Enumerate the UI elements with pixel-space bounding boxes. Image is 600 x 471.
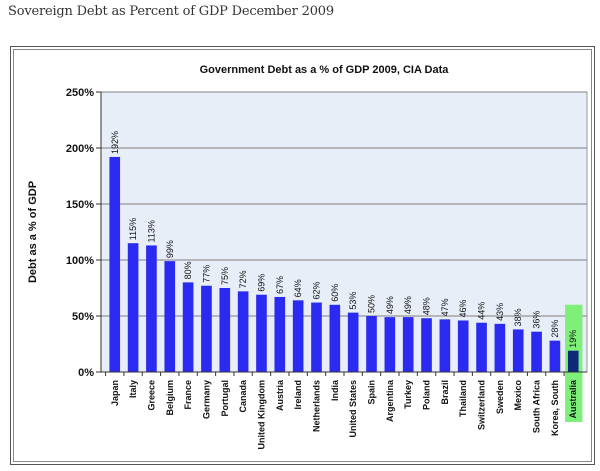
- x-tick-label: Argentina: [385, 379, 395, 422]
- data-label: 49%: [385, 296, 395, 314]
- x-tick-label: South Africa: [532, 379, 542, 433]
- bar: [237, 291, 249, 372]
- x-tick-label: United States: [348, 380, 358, 438]
- x-tick-label: United Kingdom: [256, 380, 266, 450]
- data-label: 115%: [128, 218, 138, 240]
- data-label: 46%: [458, 299, 468, 317]
- data-label: 49%: [403, 296, 413, 314]
- bar: [402, 317, 414, 372]
- data-label: 99%: [165, 240, 175, 258]
- bar: [146, 245, 157, 372]
- bar: [201, 285, 212, 372]
- bar: [182, 282, 194, 372]
- x-tick-label: Belgium: [165, 380, 175, 416]
- data-label: 53%: [348, 292, 358, 310]
- data-label: 50%: [367, 295, 377, 313]
- x-tick-label: Portugal: [220, 380, 230, 417]
- bar: [457, 320, 469, 372]
- x-tick-label: Japan: [110, 380, 120, 406]
- bar: [292, 300, 304, 372]
- data-label: 48%: [422, 297, 432, 315]
- bar: [494, 323, 506, 372]
- data-labels: 192% 115% 113% 99% 80% 77% 75% 72% 69% 67% 64% 62% 6…: [110, 131, 578, 348]
- bar: [366, 316, 377, 372]
- bar: [476, 322, 487, 372]
- data-label: 38%: [513, 308, 523, 326]
- bar: [347, 312, 359, 372]
- x-tick-label: Thailand: [458, 380, 468, 417]
- bar: [439, 319, 451, 372]
- page-title: Sovereign Debt as Percent of GDP Decembe…: [8, 4, 334, 19]
- plot-area: [100, 91, 588, 373]
- data-label: 28%: [550, 320, 560, 338]
- x-tick-label: Canada: [238, 379, 248, 413]
- bar: [531, 331, 542, 372]
- bar: [567, 350, 579, 372]
- x-tick-label: Germany: [201, 380, 211, 419]
- x-tick-label: Greece: [146, 380, 156, 411]
- y-tick-label: 200%: [66, 143, 94, 155]
- bar: [127, 243, 139, 372]
- bars: [109, 156, 579, 372]
- bar: [549, 340, 561, 372]
- data-label: 47%: [440, 298, 450, 316]
- x-tick-label: Sweden: [495, 380, 505, 414]
- bar: [219, 288, 231, 372]
- y-tick-label: 150%: [66, 199, 94, 211]
- x-tick-label: France: [183, 380, 193, 410]
- data-label: 44%: [477, 302, 487, 320]
- y-tick-label: 50%: [72, 311, 94, 323]
- y-tick-label: 0%: [78, 367, 94, 379]
- x-tick-label: Korea, South: [550, 380, 560, 436]
- x-tick-label: Mexico: [513, 380, 523, 411]
- data-label: 43%: [495, 303, 505, 321]
- x-tick-label: Spain: [367, 380, 377, 405]
- bar: [256, 294, 267, 372]
- x-tick-label: Switzerland: [477, 380, 487, 430]
- bar: [109, 156, 121, 372]
- data-label: 113%: [146, 220, 156, 242]
- x-tick-label: Netherlands: [311, 380, 321, 432]
- data-label: 67%: [275, 276, 285, 294]
- data-label: 36%: [532, 311, 542, 329]
- y-tick-label: 100%: [66, 255, 94, 267]
- bar: [274, 296, 286, 372]
- gridlines: [101, 91, 587, 317]
- x-tick-labels: Japan Italy Greece Belgium France Germany Port…: [105, 372, 578, 450]
- bar: [164, 261, 176, 372]
- y-axis-label: Debt as a % of GDP: [27, 181, 39, 283]
- x-tick-label: Poland: [422, 380, 432, 410]
- bar: [512, 329, 524, 372]
- bar: [421, 318, 432, 372]
- data-label: 60%: [330, 284, 340, 302]
- data-label: 77%: [201, 265, 211, 283]
- x-tick-label: India: [330, 379, 340, 401]
- x-tick-label: Australia: [568, 379, 578, 419]
- x-tick-label: Brazil: [440, 380, 450, 405]
- y-ticks: 0% 50% 100% 150% 200% 250%: [66, 87, 101, 379]
- data-label: 62%: [311, 282, 321, 300]
- data-label: 19%: [568, 330, 578, 348]
- data-label: 64%: [293, 279, 303, 297]
- data-label: 69%: [256, 274, 266, 292]
- x-tick-label: Italy: [128, 380, 138, 398]
- data-label: 75%: [220, 267, 230, 285]
- bar: [384, 317, 396, 372]
- x-tick-label: Ireland: [293, 380, 303, 410]
- x-tick-label: Turkey: [403, 380, 413, 409]
- bar: [329, 304, 341, 372]
- data-label: 192%: [110, 131, 120, 154]
- data-label: 72%: [238, 270, 248, 288]
- chart-title: Government Debt as a % of GDP 2009, CIA …: [200, 64, 450, 76]
- data-label: 80%: [183, 261, 193, 279]
- x-tick-label: Austria: [275, 379, 285, 411]
- y-tick-label: 250%: [66, 87, 94, 99]
- bar: [311, 302, 322, 372]
